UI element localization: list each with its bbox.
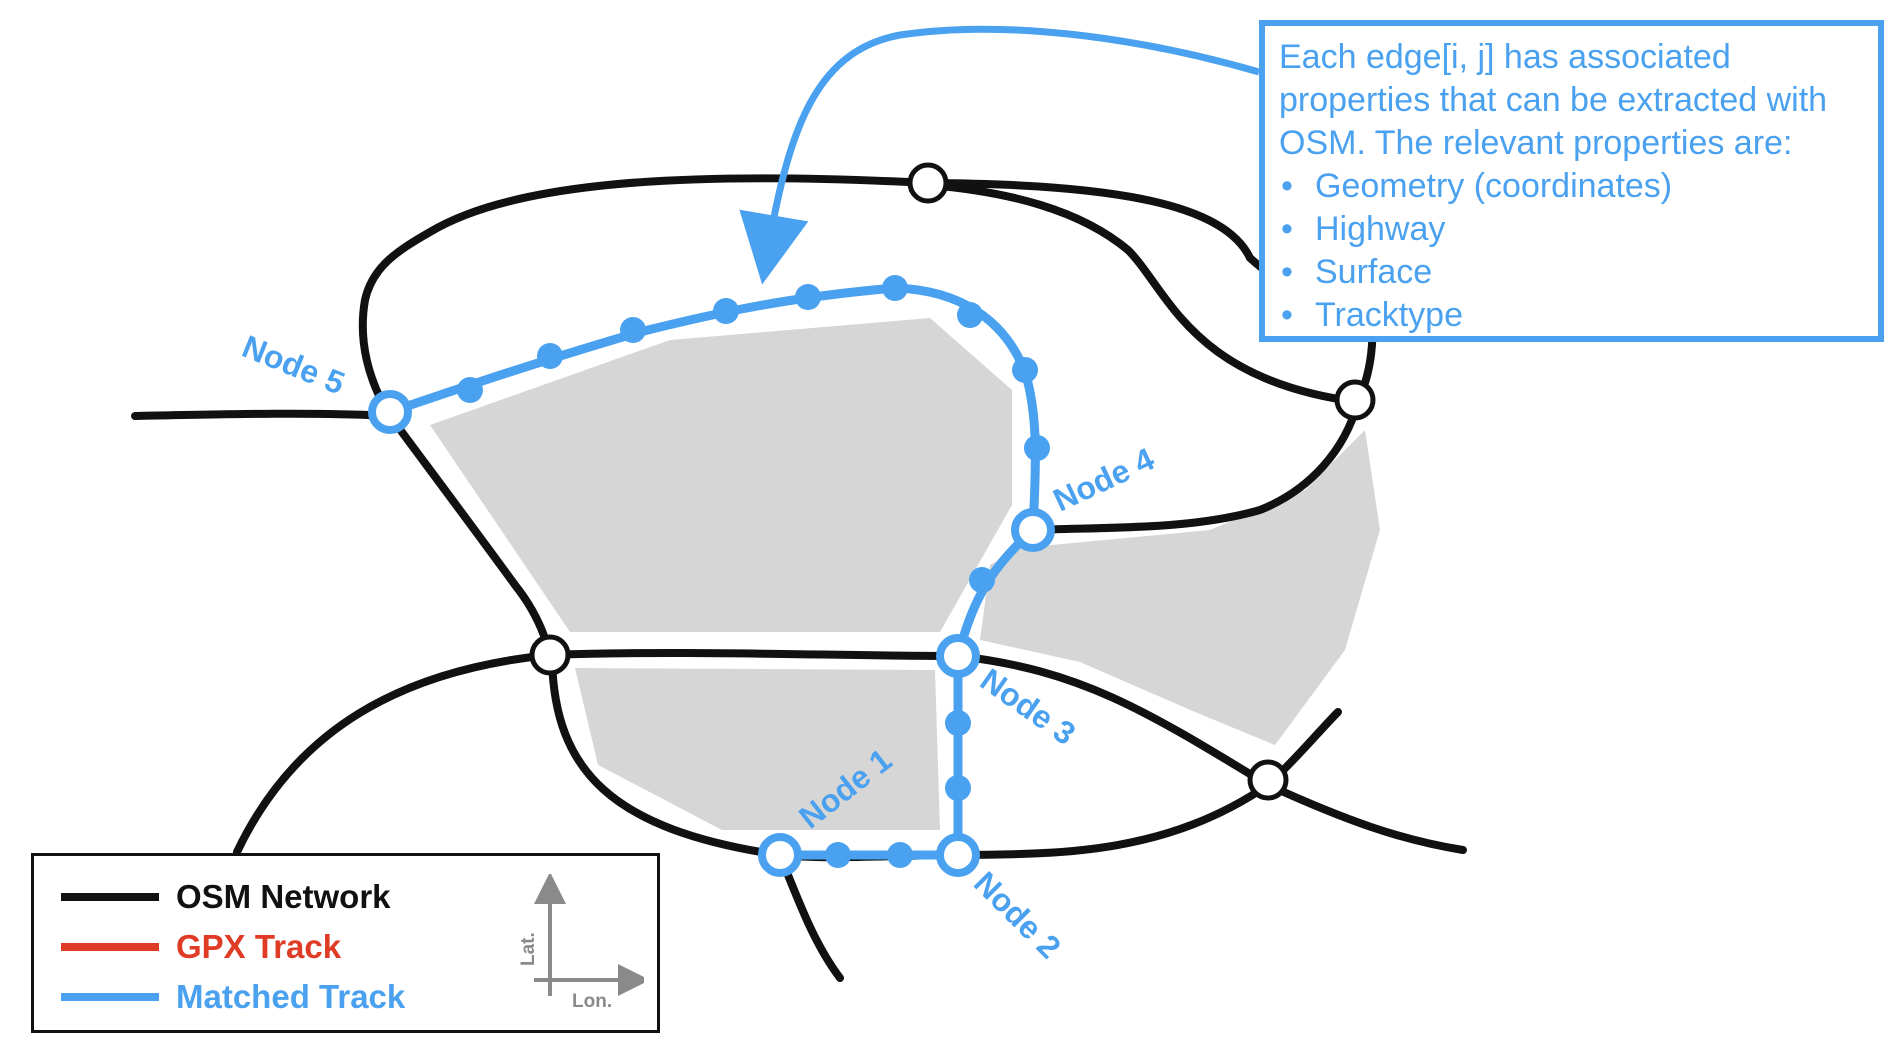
- legend-item-osm: OSM Network: [61, 876, 391, 918]
- legend-item-matched: Matched Track: [61, 976, 405, 1018]
- bullet-icon: •: [1281, 167, 1293, 205]
- node-3-label: Node 3: [974, 661, 1082, 752]
- osm-node: [1334, 379, 1376, 421]
- legend: OSM Network GPX Track Matched Track Lat.…: [31, 853, 660, 1033]
- node-5-marker: [368, 390, 412, 434]
- callout-item: • Highway: [1279, 208, 1864, 251]
- matched-swatch: [61, 993, 159, 1001]
- bullet-icon: •: [1281, 210, 1293, 248]
- track-point: [882, 275, 908, 301]
- node-4-marker: [1011, 508, 1055, 552]
- node-3-marker: [936, 634, 980, 678]
- node-5-label: Node 5: [237, 328, 349, 401]
- road-middle: [546, 649, 962, 660]
- osm-node: [529, 634, 571, 676]
- lat-lon-axes: Lat. Lon.: [518, 874, 644, 1012]
- track-point: [825, 842, 851, 868]
- legend-label-matched: Matched Track: [176, 978, 406, 1015]
- track-point: [1024, 435, 1050, 461]
- road-east-loop: [1029, 398, 1362, 534]
- track-point: [1012, 357, 1038, 383]
- track-point: [887, 842, 913, 868]
- bullet-icon: •: [1281, 253, 1293, 291]
- callout-item: • Surface: [1279, 251, 1864, 294]
- road-west-diagonal: [386, 412, 554, 659]
- osm-node: [907, 162, 949, 204]
- callout-item: • Geometry (coordinates): [1279, 165, 1864, 208]
- block-east: [980, 430, 1380, 745]
- callout-item: • Tracktype: [1279, 294, 1864, 337]
- legend-label-osm: OSM Network: [176, 878, 391, 915]
- edge-properties-callout: Each edge[i, j] has associated propertie…: [1259, 20, 1884, 342]
- block-north: [430, 318, 1012, 632]
- track-point: [945, 775, 971, 801]
- road-north-inner: [926, 181, 1362, 406]
- axis-label-lon: Lon.: [572, 991, 612, 1012]
- axis-label-lat: Lat.: [518, 932, 539, 966]
- matched-track-points: [457, 275, 1050, 868]
- track-point: [537, 343, 563, 369]
- track-point: [620, 317, 646, 343]
- osm-nodes: [529, 162, 1376, 801]
- bullet-icon: •: [1281, 296, 1293, 334]
- callout-list: • Geometry (coordinates) • Highway • Surfac…: [1279, 165, 1864, 337]
- gpx-swatch: [61, 943, 159, 951]
- osm-node: [1247, 759, 1289, 801]
- track-point: [969, 567, 995, 593]
- city-blocks: [430, 318, 1380, 830]
- legend-item-gpx: GPX Track: [61, 926, 341, 968]
- legend-label-gpx: GPX Track: [176, 928, 342, 965]
- callout-arrow: [739, 25, 1260, 285]
- track-point: [945, 710, 971, 736]
- track-point: [457, 377, 483, 403]
- block-south: [575, 668, 940, 830]
- callout-text: Each edge[i, j] has associated propertie…: [1279, 38, 1828, 162]
- road-southwest-curve: [233, 651, 554, 856]
- node-2-marker: [936, 833, 980, 877]
- road-west-south-loop: [548, 656, 784, 859]
- track-point: [795, 284, 821, 310]
- node-4-label: Node 4: [1048, 441, 1160, 519]
- matched-nodes: [368, 390, 1055, 877]
- track-point: [713, 298, 739, 324]
- osm-swatch: [61, 893, 159, 901]
- track-point: [957, 302, 983, 328]
- node-2-label: Node 2: [967, 864, 1068, 965]
- node-1-marker: [758, 833, 802, 877]
- road-west-stub: [131, 409, 394, 420]
